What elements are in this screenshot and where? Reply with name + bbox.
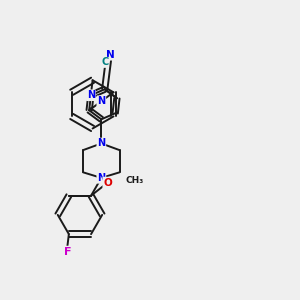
Text: N: N [97, 173, 105, 183]
Text: N: N [87, 90, 95, 100]
Text: N: N [97, 96, 105, 106]
Text: CH₃: CH₃ [126, 176, 144, 185]
Text: F: F [64, 247, 71, 256]
Text: N: N [106, 50, 114, 60]
Text: O: O [103, 178, 112, 188]
Text: N: N [97, 138, 105, 148]
Text: C: C [101, 57, 109, 68]
